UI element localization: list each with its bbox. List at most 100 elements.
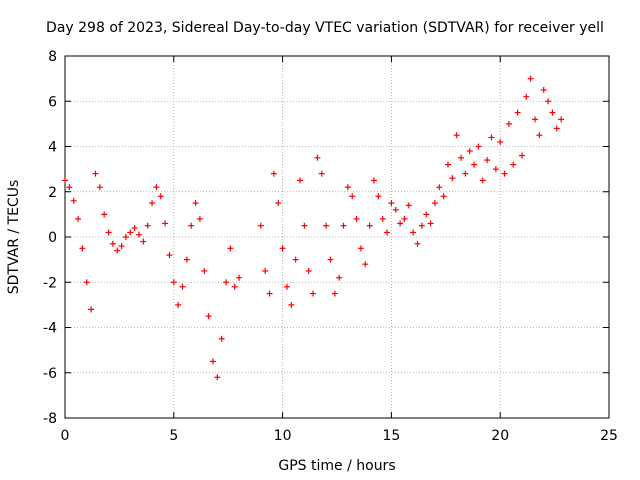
- data-point: [283, 283, 290, 290]
- data-point: [279, 245, 286, 252]
- data-point: [288, 301, 295, 308]
- data-point: [340, 222, 347, 229]
- data-point: [223, 279, 230, 286]
- data-point: [236, 274, 243, 281]
- data-point: [331, 290, 338, 297]
- grid: [65, 56, 609, 418]
- data-point: [297, 177, 304, 184]
- data-point: [497, 138, 504, 145]
- data-point: [536, 132, 543, 139]
- x-axis-label: GPS time / hours: [278, 458, 395, 474]
- data-point: [366, 222, 373, 229]
- data-point: [336, 274, 343, 281]
- data-point: [501, 170, 508, 177]
- data-point: [75, 215, 82, 222]
- data-point: [79, 245, 86, 252]
- data-point: [214, 374, 221, 381]
- data-point: [70, 197, 77, 204]
- data-point: [440, 193, 447, 200]
- data-point: [192, 200, 199, 207]
- data-point: [375, 193, 382, 200]
- x-tick-label: 15: [382, 428, 400, 444]
- data-point: [466, 148, 473, 155]
- data-point: [96, 184, 103, 191]
- axis-ticks: 0 5 10 15 20 25 -8 -6 -4 -2 0 2 4 6 8: [43, 49, 618, 444]
- data-point: [131, 224, 138, 231]
- data-point: [122, 234, 129, 240]
- x-tick-label: 25: [600, 428, 618, 444]
- data-point: [188, 222, 195, 229]
- y-tick-label: -8: [43, 411, 57, 427]
- data-point: [514, 109, 521, 116]
- data-point: [492, 166, 499, 173]
- data-point: [370, 177, 377, 184]
- data-point: [88, 306, 95, 313]
- data-point: [410, 229, 417, 236]
- y-tick-label: -2: [43, 275, 57, 291]
- data-point: [257, 222, 264, 229]
- data-point: [170, 279, 177, 286]
- x-tick-label: 0: [61, 428, 70, 444]
- data-point: [362, 261, 369, 268]
- y-tick-label: 0: [48, 230, 57, 246]
- x-tick-label: 5: [169, 428, 178, 444]
- data-point: [532, 116, 539, 123]
- data-point: [231, 283, 238, 290]
- chart-title: Day 298 of 2023, Sidereal Day-to-day VTE…: [46, 20, 604, 36]
- data-point: [114, 247, 121, 254]
- data-point: [379, 215, 386, 222]
- data-point: [218, 335, 225, 342]
- data-point: [510, 161, 517, 168]
- data-point: [323, 222, 330, 229]
- data-point: [523, 93, 530, 100]
- data-point: [140, 238, 147, 245]
- data-point: [475, 143, 482, 150]
- data-point: [462, 170, 469, 177]
- data-point: [183, 256, 190, 263]
- data-point: [305, 267, 312, 274]
- data-point: [545, 98, 552, 105]
- data-point: [92, 170, 99, 177]
- data-point: [401, 215, 408, 222]
- data-point: [227, 245, 234, 252]
- data-point: [405, 202, 412, 209]
- data-point: [488, 134, 495, 141]
- data-point: [327, 256, 334, 263]
- x-tick-label: 10: [274, 428, 292, 444]
- data-point: [179, 283, 186, 290]
- data-point: [270, 170, 277, 177]
- data-point: [484, 157, 491, 164]
- data-point: [144, 222, 151, 229]
- data-point: [318, 170, 325, 177]
- data-point: [105, 229, 112, 236]
- data-point: [275, 200, 282, 207]
- data-point: [149, 200, 156, 207]
- data-point: [444, 161, 451, 168]
- data-point: [397, 220, 404, 227]
- data-point: [479, 177, 486, 184]
- data-point: [518, 152, 525, 159]
- x-tick-label: 20: [491, 428, 509, 444]
- data-point: [384, 229, 391, 236]
- data-series: [62, 75, 565, 381]
- data-point: [392, 206, 399, 213]
- data-point: [162, 220, 169, 227]
- data-point: [540, 86, 547, 93]
- y-tick-label: 2: [48, 185, 57, 201]
- y-tick-label: -6: [43, 366, 57, 382]
- data-point: [109, 240, 116, 247]
- data-point: [431, 200, 438, 207]
- data-point: [196, 215, 203, 222]
- y-axis-label: SDTVAR / TECUs: [6, 180, 22, 295]
- data-point: [292, 256, 299, 263]
- data-point: [553, 125, 560, 132]
- data-point: [135, 231, 142, 238]
- data-point: [209, 358, 216, 365]
- y-tick-label: -4: [43, 321, 57, 337]
- data-point: [388, 200, 395, 207]
- data-point: [153, 184, 160, 191]
- y-tick-label: 8: [48, 49, 57, 65]
- data-point: [357, 245, 364, 252]
- data-point: [549, 109, 556, 116]
